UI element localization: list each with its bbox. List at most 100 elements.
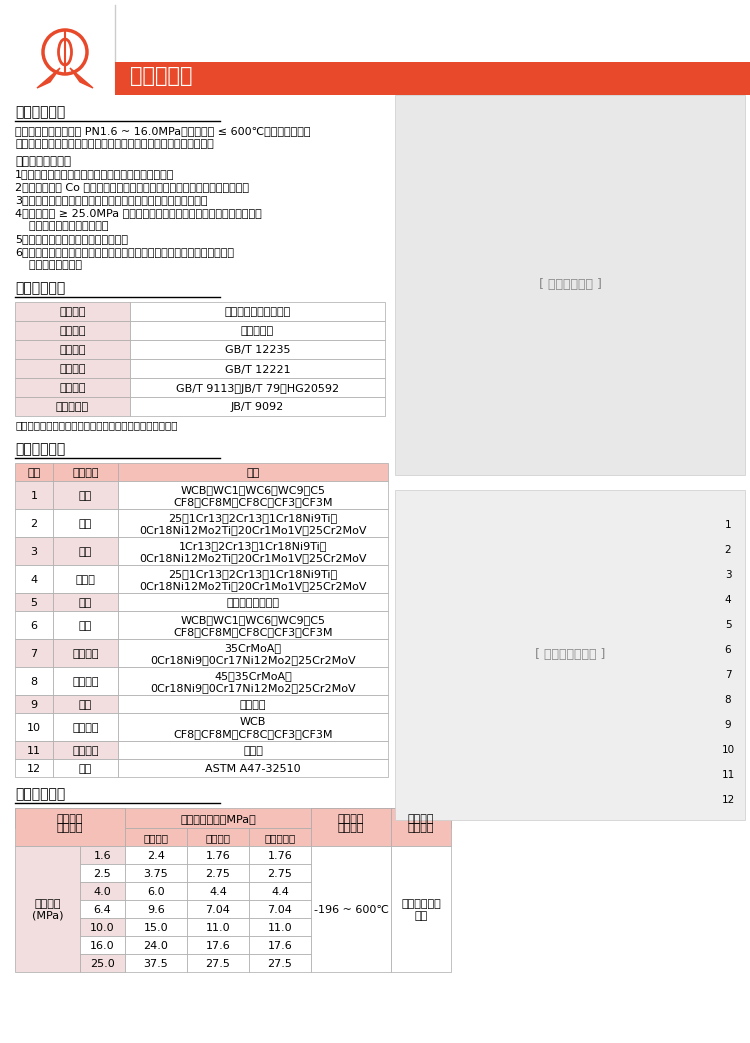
Text: 压力等级: 压力等级 [57,823,83,833]
Text: 2.5: 2.5 [94,869,111,879]
Text: 4: 4 [724,595,731,605]
Text: 阀杆: 阀杆 [79,547,92,557]
Bar [15,537,53,565]
Text: 常温试验压力（MPa）: 常温试验压力（MPa） [180,814,256,824]
Text: 手轮: 手轮 [79,765,92,774]
Bar [15,759,53,777]
Text: 6.0: 6.0 [147,887,165,897]
Bar [15,808,125,828]
Bar [53,537,118,565]
Bar [118,463,388,481]
Bar [125,954,187,972]
Text: 17.6: 17.6 [206,941,230,951]
Text: CF8、CF8M、CF8C、CF3、CF3M: CF8、CF8M、CF8C、CF3、CF3M [173,729,333,739]
Bar [125,882,187,900]
Bar [395,95,745,475]
Bar [118,481,388,509]
Bar [125,828,187,846]
Bar [15,378,130,397]
Bar [391,808,451,828]
Bar [130,378,385,397]
Text: 4.4: 4.4 [271,887,289,897]
Text: 1.6: 1.6 [94,851,111,862]
Text: 其主要结构特点：: 其主要结构特点： [15,155,71,168]
Text: [ 阀门结构剖视图 ]: [ 阀门结构剖视图 ] [535,649,605,661]
Bar [249,864,311,882]
Bar [249,936,311,954]
Text: 25、1Cr13、2Cr13、1Cr18Ni9Ti、: 25、1Cr13、2Cr13、1Cr18Ni9Ti、 [169,513,338,523]
Bar [15,565,53,593]
Text: 1Cr13、2Cr13、1Cr18Ni9Ti、: 1Cr13、2Cr13、1Cr18Ni9Ti、 [178,541,327,551]
Text: 5: 5 [31,598,38,608]
Bar [53,565,118,593]
Text: GB/T 12235: GB/T 12235 [225,345,290,356]
Bar [53,611,118,639]
Text: 4.0: 4.0 [94,887,111,897]
Text: 材质: 材质 [246,468,259,478]
Bar [118,713,388,741]
Text: 6: 6 [724,645,731,655]
Text: 而增强，保证了密封性能。: 而增强，保证了密封性能。 [15,221,109,231]
Bar [130,359,385,378]
Text: 阀盖: 阀盖 [79,621,92,631]
Bar [15,741,53,759]
Bar [125,846,187,864]
Text: WCB、WC1、WC6、WC9、C5: WCB、WC1、WC6、WC9、C5 [181,485,326,495]
Text: 6: 6 [31,621,38,631]
Bar [15,321,130,340]
Bar [53,741,118,759]
Text: 17.6: 17.6 [268,941,292,951]
Bar [15,481,53,509]
Text: 3: 3 [31,547,38,557]
Bar [80,954,125,972]
Bar [130,302,385,321]
Bar [118,537,388,565]
Polygon shape [37,68,60,88]
Text: 阀杆螺母: 阀杆螺母 [72,746,99,756]
Text: 7: 7 [31,649,38,659]
Text: 6.4: 6.4 [94,905,111,915]
Text: 适用介质: 适用介质 [408,823,434,833]
Bar [80,882,125,900]
Text: 上密封试验: 上密封试验 [264,833,296,843]
Bar [15,302,130,321]
Text: 填料压盖: 填料压盖 [72,723,99,733]
Bar [311,808,391,846]
Bar [118,593,388,611]
Bar [15,463,53,481]
Bar [249,900,311,918]
Text: 2: 2 [724,545,731,555]
Bar [118,695,388,713]
Bar [125,900,187,918]
Text: [ 阀门外观照片 ]: [ 阀门外观照片 ] [538,278,602,291]
Bar [15,846,80,972]
Bar [80,846,125,864]
Text: 7.04: 7.04 [268,905,292,915]
Text: WCB、WC1、WC6、WC9、C5: WCB、WC1、WC6、WC9、C5 [181,615,326,625]
Text: 37.5: 37.5 [144,959,168,969]
Text: 双头螺柱: 双头螺柱 [72,649,99,659]
Text: 2、密封面堆焊 Co 基硬质合金，耐磨、耐蚀、抗擦伤性能好，使用寿命长。: 2、密封面堆焊 Co 基硬质合金，耐磨、耐蚀、抗擦伤性能好，使用寿命长。 [15,181,249,192]
Text: 试验和检验: 试验和检验 [56,403,89,412]
Text: GB/T 12221: GB/T 12221 [225,364,290,374]
Bar [53,759,118,777]
Text: 密封试验: 密封试验 [206,833,230,843]
Bar [15,695,53,713]
Text: 7: 7 [724,670,731,680]
Text: GB/T 9113、JB/T 79、HG20592: GB/T 9113、JB/T 79、HG20592 [176,384,339,393]
Bar [115,62,750,95]
Polygon shape [70,68,93,88]
Text: 结构长度: 结构长度 [59,364,86,374]
Text: 11.0: 11.0 [206,923,230,933]
Text: 结构形式: 结构形式 [59,308,86,317]
Text: 11.0: 11.0 [268,923,292,933]
Text: 1.76: 1.76 [206,851,230,862]
Bar [249,882,311,900]
Bar [80,936,125,954]
Bar [125,936,187,954]
Text: 0Cr18Ni12Mo2Ti、20Cr1Mo1V、25Cr2MoV: 0Cr18Ni12Mo2Ti、20Cr1Mo1V、25Cr2MoV [140,553,367,563]
Text: 压力等级: 压力等级 [57,814,83,824]
Text: 15.0: 15.0 [144,923,168,933]
Bar [80,900,125,918]
Text: 阀瓣: 阀瓣 [79,519,92,529]
